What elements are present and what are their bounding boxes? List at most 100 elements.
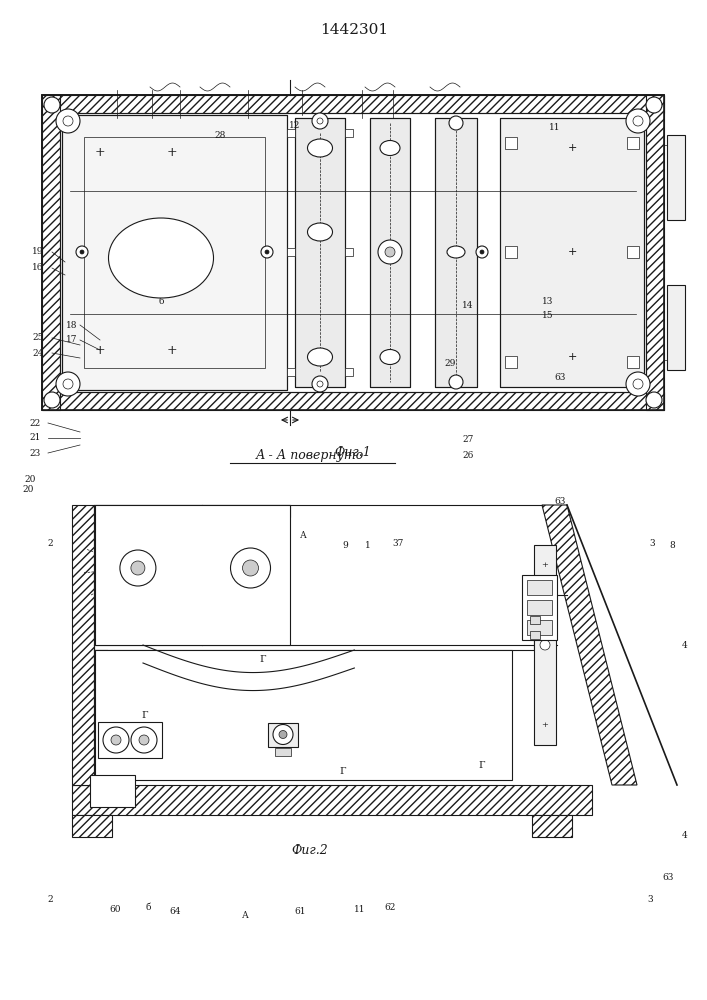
Text: А: А (300, 530, 306, 540)
Text: 4: 4 (682, 641, 688, 650)
Text: 11: 11 (354, 906, 366, 914)
Text: 10: 10 (272, 538, 284, 548)
Ellipse shape (447, 246, 465, 258)
Text: +: + (567, 143, 577, 153)
Text: Г: Г (259, 656, 267, 664)
Circle shape (378, 240, 402, 264)
Circle shape (139, 735, 149, 745)
Text: 1442301: 1442301 (320, 23, 388, 37)
Bar (500, 118, 644, 387)
Bar (505, 356, 517, 368)
Bar (295, 118, 345, 387)
Text: 1: 1 (365, 540, 371, 550)
Bar (84, 137, 265, 368)
Bar (95, 505, 290, 645)
Text: +: + (542, 641, 549, 649)
Bar (287, 368, 295, 376)
Bar (62, 115, 287, 390)
Text: 63: 63 (554, 497, 566, 506)
Bar (627, 137, 639, 149)
Ellipse shape (308, 223, 332, 241)
Bar (345, 129, 353, 137)
Text: 29: 29 (444, 359, 456, 367)
Circle shape (76, 246, 88, 258)
Circle shape (646, 392, 662, 408)
Bar (95, 505, 290, 517)
Text: 63: 63 (662, 874, 674, 882)
Text: А - А повернуто: А - А повернуто (256, 448, 364, 462)
Text: 62: 62 (385, 904, 396, 912)
Circle shape (476, 246, 488, 258)
Text: 21: 21 (29, 434, 41, 442)
Bar (370, 118, 410, 387)
Circle shape (44, 97, 60, 113)
Text: Г: Г (141, 710, 148, 720)
Bar (295, 118, 345, 387)
Text: 7: 7 (142, 540, 148, 550)
Ellipse shape (380, 350, 400, 364)
Text: +: + (567, 247, 577, 257)
Text: 18: 18 (66, 320, 78, 330)
Text: 8: 8 (197, 538, 203, 548)
Text: 8: 8 (669, 540, 675, 550)
Circle shape (131, 727, 157, 753)
Text: 17: 17 (66, 336, 78, 344)
Text: +: + (95, 146, 105, 159)
Bar (527, 600, 552, 615)
Text: 19: 19 (33, 247, 44, 256)
Ellipse shape (108, 218, 214, 298)
Bar (42, 95, 60, 410)
Text: 13: 13 (542, 298, 554, 306)
Ellipse shape (308, 348, 332, 366)
Ellipse shape (380, 140, 400, 155)
Text: +: + (567, 352, 577, 362)
Bar (522, 575, 557, 640)
Text: Г: Г (340, 768, 346, 776)
Text: 64: 64 (169, 908, 181, 916)
Bar (72, 505, 94, 785)
Text: Фиг.1: Фиг.1 (334, 446, 371, 458)
Text: 11: 11 (549, 123, 561, 132)
Circle shape (317, 381, 323, 387)
Text: Г: Г (479, 760, 485, 770)
Text: 2: 2 (47, 538, 53, 548)
Bar (370, 118, 410, 387)
Circle shape (103, 727, 129, 753)
Circle shape (385, 247, 395, 257)
Text: 12: 12 (289, 120, 300, 129)
Text: 4: 4 (682, 830, 688, 840)
Circle shape (626, 109, 650, 133)
Text: 23: 23 (30, 448, 40, 458)
Text: 37: 37 (392, 538, 404, 548)
Bar (60, 113, 646, 392)
Text: 37: 37 (250, 538, 261, 548)
Circle shape (261, 246, 273, 258)
Circle shape (56, 372, 80, 396)
Circle shape (120, 550, 156, 586)
Text: 3: 3 (649, 538, 655, 548)
Bar (435, 118, 477, 387)
Text: +: + (95, 344, 105, 357)
Bar (42, 392, 664, 410)
Text: б: б (158, 298, 164, 306)
Bar (345, 248, 353, 256)
Bar (667, 135, 685, 220)
Ellipse shape (308, 139, 332, 157)
Text: 9: 9 (342, 540, 348, 550)
Text: +: + (167, 146, 177, 159)
Bar (287, 248, 295, 256)
Circle shape (131, 561, 145, 575)
Text: 15: 15 (542, 312, 554, 320)
Circle shape (265, 250, 269, 254)
Text: 20: 20 (23, 486, 34, 494)
Circle shape (646, 97, 662, 113)
Bar (42, 95, 664, 113)
Circle shape (243, 560, 259, 576)
Text: 2: 2 (47, 896, 53, 904)
Bar (275, 748, 291, 756)
Text: 63: 63 (554, 373, 566, 382)
Circle shape (633, 116, 643, 126)
Circle shape (633, 379, 643, 389)
Bar (527, 620, 552, 635)
Text: 16: 16 (33, 263, 44, 272)
